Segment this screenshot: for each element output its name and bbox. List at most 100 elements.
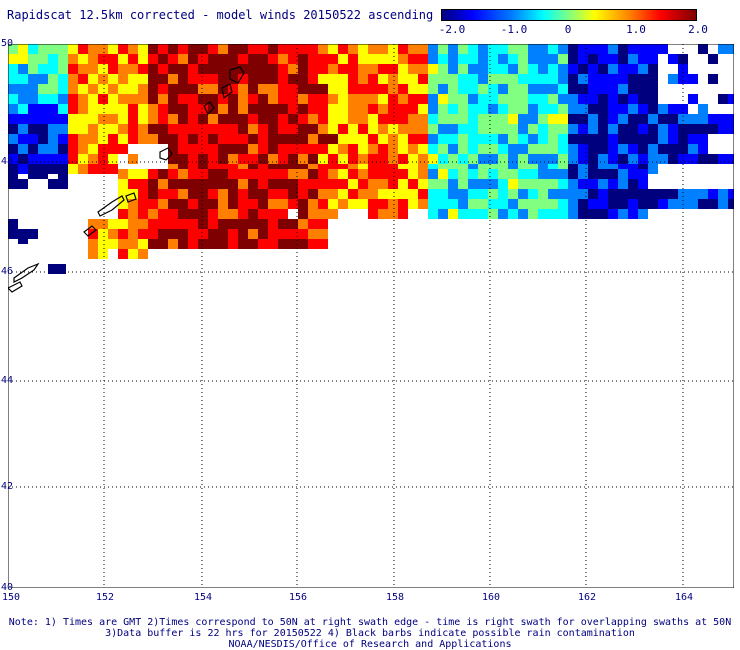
wind-cell xyxy=(248,179,258,189)
wind-cell xyxy=(628,54,638,64)
wind-cell xyxy=(378,114,388,124)
wind-cell xyxy=(598,94,608,104)
wind-cell xyxy=(498,44,508,54)
wind-cell xyxy=(538,169,548,179)
wind-cell xyxy=(408,134,418,144)
wind-cell xyxy=(548,124,558,134)
wind-cell xyxy=(418,64,428,74)
wind-cell xyxy=(368,84,378,94)
wind-cell xyxy=(238,239,248,249)
wind-cell xyxy=(178,179,188,189)
wind-cell xyxy=(308,179,318,189)
wind-cell xyxy=(48,44,58,54)
wind-cell xyxy=(638,54,648,64)
wind-cell xyxy=(458,114,468,124)
wind-cell xyxy=(298,144,308,154)
wind-cell xyxy=(478,179,488,189)
wind-cell xyxy=(288,54,298,64)
wind-cell xyxy=(438,134,448,144)
wind-cell xyxy=(168,124,178,134)
wind-cell xyxy=(188,209,198,219)
wind-cell xyxy=(108,164,118,174)
wind-cell xyxy=(648,164,658,174)
wind-cell xyxy=(588,64,598,74)
wind-cell xyxy=(8,74,18,84)
wind-cell xyxy=(208,229,218,239)
wind-cell xyxy=(118,239,128,249)
wind-cell xyxy=(338,84,348,94)
wind-cell xyxy=(288,134,298,144)
wind-cell xyxy=(588,209,598,219)
wind-cell xyxy=(188,189,198,199)
wind-cell xyxy=(588,104,598,114)
wind-cell xyxy=(538,189,548,199)
wind-cell xyxy=(358,64,368,74)
wind-cell xyxy=(248,189,258,199)
wind-cell xyxy=(328,189,338,199)
wind-cell xyxy=(158,104,168,114)
footer-note-2: 3)Data buffer is 22 hrs for 20150522 4) … xyxy=(105,628,635,639)
wind-cell xyxy=(178,74,188,84)
wind-cell xyxy=(538,134,548,144)
island-shape xyxy=(203,101,215,116)
wind-cell xyxy=(138,44,148,54)
wind-cell xyxy=(538,199,548,209)
wind-cell xyxy=(258,154,268,164)
wind-cell xyxy=(218,104,228,114)
wind-cell xyxy=(408,94,418,104)
wind-cell xyxy=(208,219,218,229)
wind-cell xyxy=(198,144,208,154)
wind-cell xyxy=(328,154,338,164)
wind-cell xyxy=(468,179,478,189)
wind-cell xyxy=(288,94,298,104)
wind-cell xyxy=(368,189,378,199)
wind-cell xyxy=(698,154,708,164)
lat-label-42: 42 xyxy=(1,481,14,492)
wind-cell xyxy=(498,124,508,134)
wind-cell xyxy=(8,169,18,179)
wind-cell xyxy=(268,64,278,74)
wind-cell xyxy=(658,104,668,114)
wind-cell xyxy=(448,199,458,209)
wind-cell xyxy=(608,74,618,84)
wind-cell xyxy=(388,169,398,179)
wind-cell xyxy=(568,134,578,144)
wind-cell xyxy=(428,114,438,124)
wind-cell xyxy=(218,44,228,54)
wind-cell xyxy=(568,179,578,189)
wind-cell xyxy=(428,209,438,219)
wind-cell xyxy=(728,199,734,209)
wind-cell xyxy=(348,94,358,104)
wind-cell xyxy=(408,104,418,114)
wind-cell xyxy=(188,144,198,154)
wind-cell xyxy=(618,189,628,199)
wind-cell xyxy=(608,44,618,54)
wind-cell xyxy=(408,54,418,64)
wind-cell xyxy=(598,74,608,84)
wind-cell xyxy=(458,154,468,164)
wind-cell xyxy=(418,134,428,144)
wind-cell xyxy=(378,104,388,114)
wind-cell xyxy=(158,179,168,189)
wind-cell xyxy=(268,229,278,239)
wind-cell xyxy=(118,64,128,74)
wind-cell xyxy=(118,189,128,199)
wind-cell xyxy=(478,144,488,154)
wind-cell xyxy=(318,199,328,209)
wind-cell xyxy=(398,144,408,154)
wind-cell xyxy=(588,94,598,104)
wind-cell xyxy=(358,154,368,164)
wind-cell xyxy=(108,154,118,164)
wind-cell xyxy=(98,164,108,174)
wind-cell xyxy=(248,114,258,124)
wind-cell xyxy=(508,134,518,144)
wind-cell xyxy=(28,114,38,124)
wind-cell xyxy=(418,44,428,54)
wind-cell xyxy=(548,104,558,114)
wind-cell xyxy=(108,239,118,249)
wind-cell xyxy=(268,54,278,64)
wind-cell xyxy=(28,64,38,74)
wind-cell xyxy=(188,64,198,74)
wind-cell xyxy=(538,209,548,219)
wind-cell xyxy=(588,134,598,144)
